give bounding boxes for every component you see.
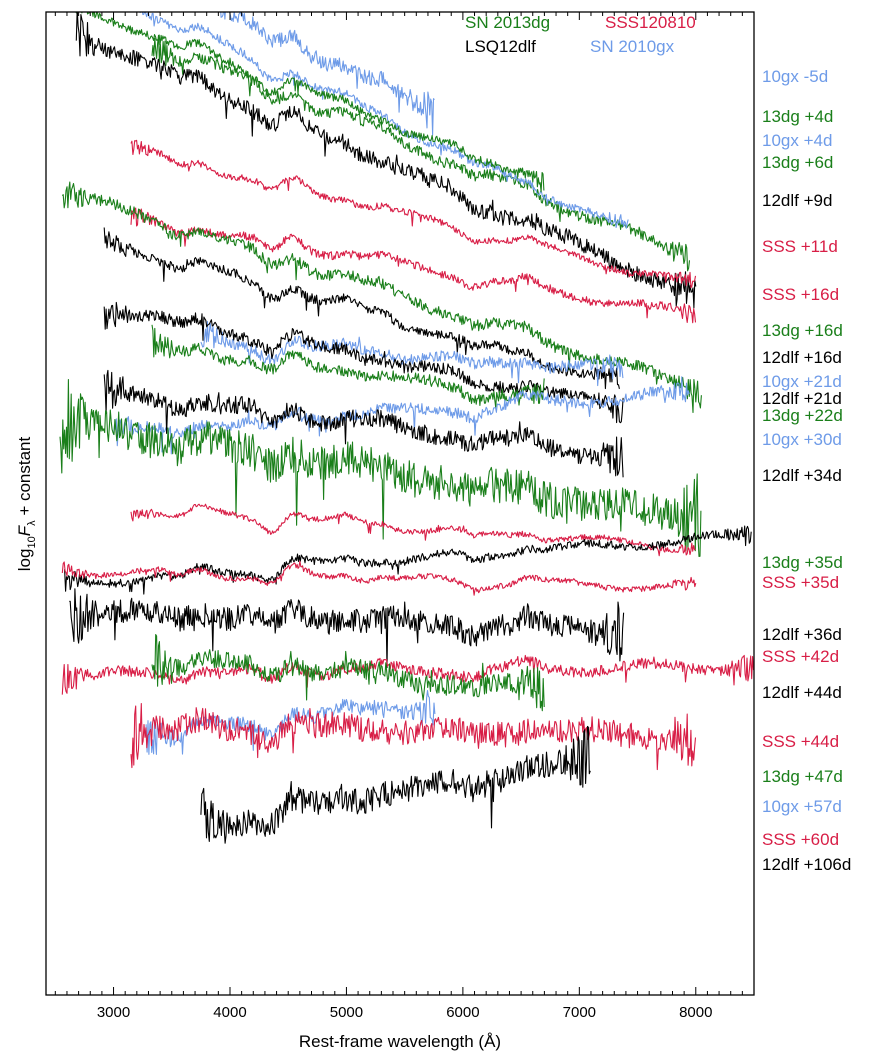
epoch-label: SSS +42d: [762, 647, 839, 666]
x-axis: 3000 4000 5000 6000 7000 8000: [54, 12, 755, 1021]
spectrum-line: [64, 525, 752, 595]
epoch-label: 13dg +47d: [762, 767, 843, 786]
spectrum-line: [151, 634, 545, 712]
x-tick-label: 7000: [563, 1004, 596, 1021]
x-tick-label: 4000: [213, 1004, 246, 1021]
spectrum-line: [130, 503, 696, 557]
epoch-label: 12dlf +16d: [762, 348, 842, 367]
epoch-labels: 10gx -5d 13dg +4d 10gx +4d 13dg +6d 12dlf +9…: [762, 67, 851, 874]
epoch-label: 12dlf +34d: [762, 466, 842, 485]
legend: SN 2013dg SSS120810 LSQ12dlf SN 2010gx: [465, 13, 696, 56]
epoch-label: 12dlf +21d: [762, 389, 842, 408]
epoch-label: SSS +16d: [762, 285, 839, 304]
spectrum-line: [112, 376, 690, 455]
epoch-label: SSS +60d: [762, 830, 839, 849]
spectrum-line: [103, 301, 624, 424]
epoch-label: 12dlf +9d: [762, 191, 832, 210]
spectrum-line: [200, 320, 624, 387]
legend-entry: SN 2013dg: [465, 13, 550, 32]
spectrum-line: [75, 12, 697, 309]
spectrum-line: [103, 369, 624, 478]
epoch-label: 13dg +6d: [762, 153, 833, 172]
spectrum-line: [61, 181, 702, 414]
legend-entry: SSS120810: [605, 13, 696, 32]
y-axis-label: log10Fλ + constant: [15, 436, 38, 571]
spectrum-line: [61, 654, 754, 695]
epoch-label: SSS +44d: [762, 732, 839, 751]
y-axis-label-log-sub: 10: [26, 536, 38, 548]
epoch-label: 13dg +22d: [762, 406, 843, 425]
x-tick-label: 8000: [679, 1004, 712, 1021]
epoch-label: 12dlf +36d: [762, 625, 842, 644]
epoch-label: 10gx +30d: [762, 430, 842, 449]
epoch-label: 10gx -5d: [762, 67, 828, 86]
x-tick-label: 6000: [446, 1004, 479, 1021]
y-axis-label-rest: + constant: [15, 436, 34, 520]
epoch-label: 10gx +4d: [762, 131, 832, 150]
x-tick-label: 3000: [97, 1004, 130, 1021]
spectrum-line: [130, 139, 697, 289]
spectrum-line: [103, 227, 620, 390]
legend-entry: LSQ12dlf: [465, 37, 536, 56]
epoch-label: SSS +35d: [762, 573, 839, 592]
spectrum-line: [59, 379, 702, 558]
spectrum-line: [75, 12, 545, 193]
legend-entry: SN 2010gx: [590, 37, 675, 56]
spectrum-line: [61, 560, 697, 596]
x-tick-label: 5000: [330, 1004, 363, 1021]
spectrum-line: [200, 725, 591, 844]
y-axis-label-flux-sub: λ: [26, 520, 38, 526]
epoch-label: 13dg +35d: [762, 553, 843, 572]
epoch-label: 13dg +16d: [762, 321, 843, 340]
spectrum-line: [69, 588, 625, 669]
epoch-label: 13dg +4d: [762, 107, 833, 126]
spectrum-line: [130, 207, 697, 324]
epoch-label: 12dlf +44d: [762, 683, 842, 702]
spectrum-line: [130, 703, 697, 771]
spectra-layer: [59, 12, 754, 844]
spectrum-line: [151, 34, 691, 272]
spectrum-line: [136, 12, 629, 229]
epoch-label: 10gx +57d: [762, 797, 842, 816]
epoch-label: 12dlf +106d: [762, 855, 851, 874]
y-axis-label-log: log: [15, 549, 34, 572]
x-axis-label: Rest-frame wavelength (Å): [299, 1032, 501, 1051]
spectrum-line: [210, 12, 435, 136]
epoch-label: SSS +11d: [762, 237, 838, 256]
y-axis-label-flux: F: [15, 524, 34, 536]
plot-frame: [45, 11, 755, 996]
spectrum-line: [151, 324, 545, 408]
epoch-label: 10gx +21d: [762, 372, 842, 391]
